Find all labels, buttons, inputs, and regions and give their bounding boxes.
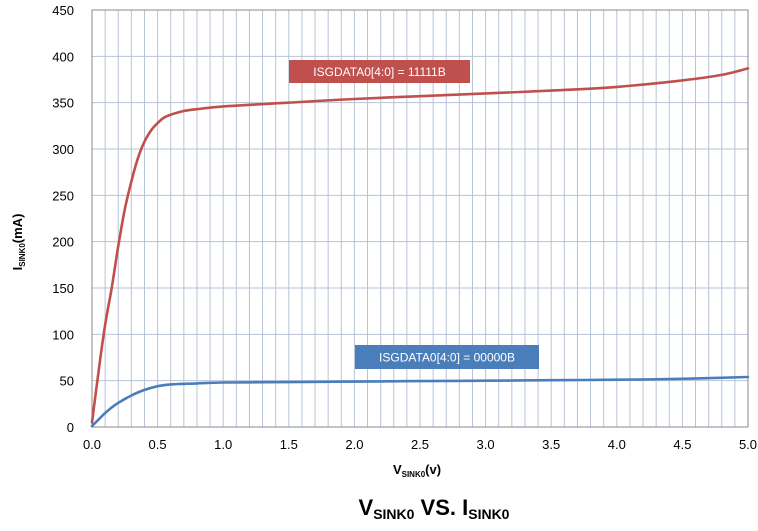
- plot-frame: [91, 9, 749, 428]
- series-label-1: ISGDATA0[4:0] = 11111B: [289, 60, 470, 83]
- series-label-text: ISGDATA0[4:0] = 00000B: [379, 351, 515, 365]
- series-label-2: ISGDATA0[4:0] = 00000B: [355, 345, 539, 369]
- y-axis-label-unit: (mA): [10, 214, 25, 244]
- x-axis-label-sub: SINK0: [402, 470, 426, 479]
- title-part-b: VS. I: [414, 495, 468, 520]
- series-label-text: ISGDATA0[4:0] = 11111B: [313, 65, 445, 79]
- title-part-a: V: [359, 495, 374, 520]
- x-axis-label: VSINK0(v): [393, 462, 441, 479]
- series-label-box: [289, 60, 470, 83]
- series-lines: [90, 67, 750, 428]
- x-tick-label: 1.5: [280, 437, 298, 452]
- x-axis-label-unit: (v): [425, 462, 441, 477]
- x-axis-ticks: 0.0 0.5 1.0 1.5 2.0 2.5 3.0 3.5 4.0 4.5 5.0: [83, 437, 757, 452]
- x-axis-label-main: V: [393, 462, 402, 477]
- y-tick-label: 150: [52, 281, 74, 296]
- y-tick-label: 250: [52, 188, 74, 203]
- x-tick-label: 2.5: [411, 437, 429, 452]
- y-tick-label: 0: [67, 420, 74, 435]
- x-tick-label: 3.0: [477, 437, 495, 452]
- x-tick-label: 5.0: [739, 437, 757, 452]
- x-tick-label: 1.0: [214, 437, 232, 452]
- x-tick-label: 4.0: [608, 437, 626, 452]
- chart-title: VSINK0 VS. ISINK0: [359, 495, 510, 522]
- y-axis-ticks: 0 50 100 150 200 250 300 350 400 450: [52, 3, 74, 435]
- x-tick-label: 2.0: [345, 437, 363, 452]
- series-labels: ISGDATA0[4:0] = 11111B ISGDATA0[4:0] = 00…: [289, 60, 539, 369]
- y-tick-label: 100: [52, 327, 74, 342]
- y-tick-label: 400: [52, 49, 74, 64]
- x-tick-label: 0.5: [149, 437, 167, 452]
- series-label-box: [355, 345, 539, 369]
- y-tick-label: 300: [52, 142, 74, 157]
- y-axis-label: ISINK0(mA): [10, 214, 27, 271]
- series-line-1: [90, 67, 750, 424]
- y-tick-label: 200: [52, 235, 74, 250]
- y-tick-label: 450: [52, 3, 74, 18]
- y-axis-label-main: I: [10, 267, 25, 271]
- plot-area-border: [91, 9, 749, 428]
- x-tick-label: 4.5: [673, 437, 691, 452]
- y-tick-label: 350: [52, 96, 74, 111]
- x-tick-label: 3.5: [542, 437, 560, 452]
- y-tick-label: 50: [60, 374, 74, 389]
- series-line-2: [90, 375, 750, 428]
- x-tick-label: 0.0: [83, 437, 101, 452]
- title-sub-b: SINK0: [468, 506, 509, 522]
- y-axis-label-sub: SINK0: [18, 243, 27, 267]
- title-sub-a: SINK0: [373, 506, 414, 522]
